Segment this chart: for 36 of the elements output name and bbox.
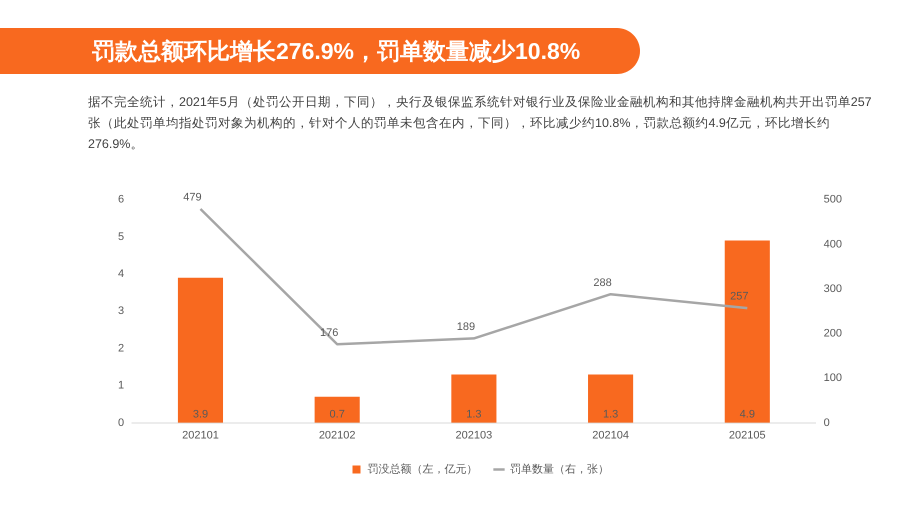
y2-tick-label: 300 [824, 282, 842, 295]
y2-tick-label: 500 [824, 194, 842, 206]
data-label: 176 [320, 326, 338, 339]
x-tick-label: 202105 [728, 429, 766, 442]
chart-subtitle: 据不完全统计，2021年5月（处罚公开日期，下同），央行及银保监系统针对银行业及保险业金融机构和其他持牌金融机构共开出罚单257张（此处罚单均指处罚对象为机构的，针对个人的罚单未包含在内，下同），环比减少约10.8%，罚款总额约4.9亿元，环比增长约276.9%。 [88, 94, 873, 153]
data-label: 0.7 [330, 408, 345, 420]
data-label: 4.9 [740, 408, 755, 420]
y2-tick-label: 200 [824, 328, 842, 340]
y2-tick-label: 0 [824, 416, 830, 429]
bar [451, 374, 496, 423]
legend-label: 罚没总额（左，亿元） [368, 462, 478, 476]
y-tick-label: 5 [118, 230, 124, 243]
legend-label: 罚单数量（右，张） [510, 462, 609, 476]
y2-tick-label: 100 [824, 372, 842, 384]
x-tick-label: 202103 [456, 429, 492, 442]
data-label: 1.3 [602, 408, 618, 420]
y-tick-label: 2 [118, 342, 124, 354]
y-tick-label: 0 [118, 416, 124, 429]
data-label: 3.9 [192, 408, 208, 420]
data-label: 288 [593, 276, 612, 289]
bar [314, 396, 360, 423]
y-tick-label: 6 [118, 194, 124, 206]
bar [178, 278, 224, 423]
y-tick-label: 3 [118, 305, 124, 318]
x-tick-label: 202101 [182, 429, 219, 442]
x-tick-label: 202102 [318, 429, 356, 442]
bar [724, 240, 770, 423]
data-label: 479 [183, 192, 202, 204]
data-label: 189 [456, 320, 476, 333]
y2-tick-label: 400 [824, 238, 842, 250]
bar [588, 374, 634, 423]
data-label: 257 [730, 290, 748, 303]
data-label: 1.3 [466, 408, 482, 420]
y-tick-label: 1 [118, 380, 124, 392]
x-tick-label: 202104 [592, 429, 629, 442]
y-tick-label: 4 [118, 268, 124, 280]
